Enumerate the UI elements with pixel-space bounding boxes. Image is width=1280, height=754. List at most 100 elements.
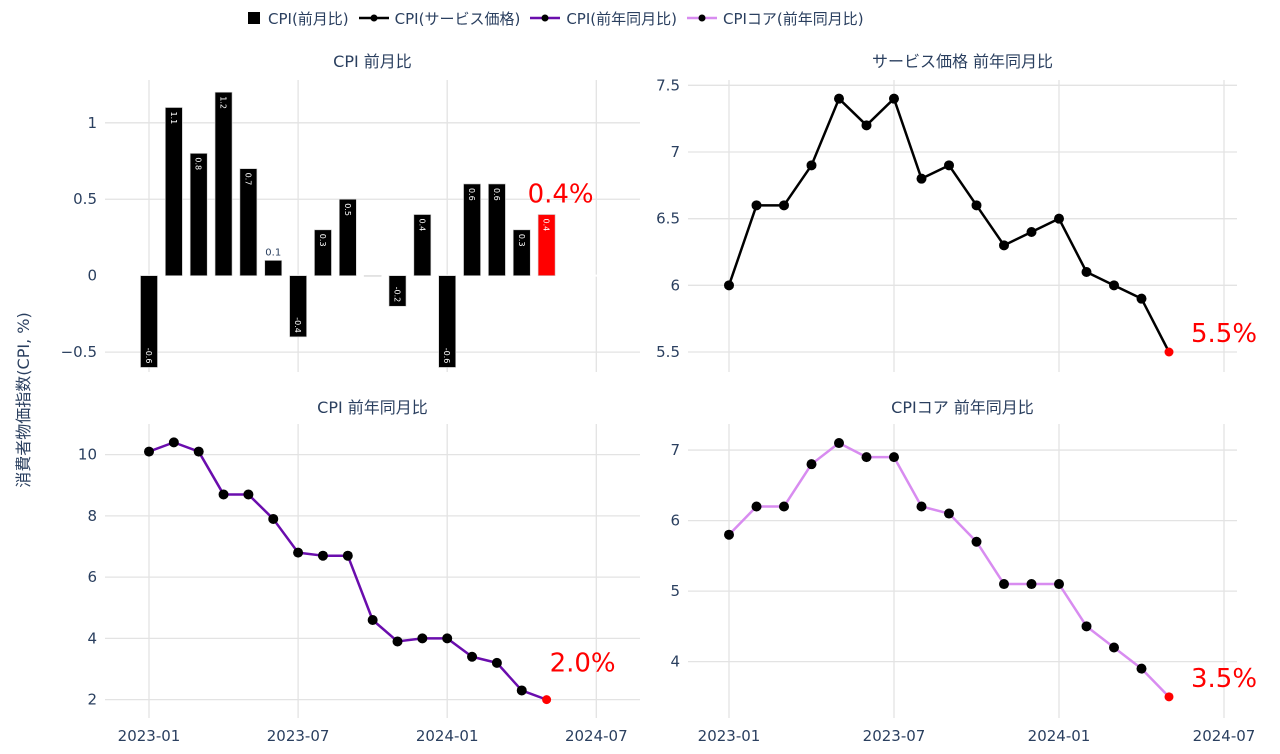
series-line[interactable] xyxy=(148,441,548,701)
data-point-marker[interactable] xyxy=(1081,621,1092,632)
bar[interactable] xyxy=(264,260,283,276)
data-point-marker[interactable] xyxy=(442,633,453,644)
data-point-marker[interactable] xyxy=(806,459,817,470)
data-point-marker[interactable] xyxy=(944,160,954,171)
data-point-marker[interactable] xyxy=(834,93,844,104)
bar[interactable] xyxy=(438,275,457,368)
bar[interactable] xyxy=(214,91,233,276)
data-point-marker[interactable] xyxy=(751,501,762,512)
data-point-marker[interactable] xyxy=(806,160,817,171)
series-line[interactable] xyxy=(727,97,1171,353)
data-point-marker[interactable] xyxy=(834,438,844,449)
data-point-marker[interactable] xyxy=(542,695,552,705)
data-point-marker[interactable] xyxy=(1026,579,1037,590)
bar[interactable] xyxy=(165,107,183,276)
bar-value-label: 0.3 xyxy=(318,234,327,247)
bar-value-label: -0.6 xyxy=(442,348,451,364)
data-point-marker[interactable] xyxy=(889,452,899,463)
x-tick-label: 2024-01 xyxy=(416,727,479,745)
data-point-marker[interactable] xyxy=(1026,227,1037,237)
data-point-marker[interactable] xyxy=(751,200,762,211)
data-point-marker[interactable] xyxy=(218,489,229,500)
data-point-marker[interactable] xyxy=(971,200,982,211)
data-point-marker[interactable] xyxy=(971,536,982,547)
latest-value-annotation: 2.0% xyxy=(550,649,616,679)
data-point-marker[interactable] xyxy=(268,513,279,524)
x-tick-label: 2024-07 xyxy=(565,727,628,745)
y-tick-label: 1 xyxy=(87,114,97,132)
bar[interactable] xyxy=(413,214,432,276)
data-point-marker[interactable] xyxy=(889,93,899,104)
data-point-marker[interactable] xyxy=(168,437,179,448)
legend-item-core-yoy[interactable]: CPIコア(前年同月比) xyxy=(686,8,864,29)
data-point-marker[interactable] xyxy=(916,501,927,512)
y-tick-label: 4 xyxy=(87,629,97,647)
data-point-marker[interactable] xyxy=(293,547,304,558)
bar[interactable] xyxy=(140,275,158,368)
x-tick-label: 2023-01 xyxy=(698,727,761,745)
data-point-marker[interactable] xyxy=(999,240,1009,251)
data-point-marker[interactable] xyxy=(392,636,403,647)
legend-item-cpi-mom[interactable]: CPI(前月比) xyxy=(246,8,349,29)
data-point-marker[interactable] xyxy=(1109,280,1119,291)
data-point-marker[interactable] xyxy=(861,120,872,131)
data-point-marker[interactable] xyxy=(491,657,502,668)
data-point-marker[interactable] xyxy=(861,452,872,463)
data-point-marker[interactable] xyxy=(317,550,328,561)
data-point-marker[interactable] xyxy=(243,489,254,500)
bar[interactable] xyxy=(537,214,556,276)
legend-item-services[interactable]: CPI(サービス価格) xyxy=(358,8,520,29)
y-tick-label: 6 xyxy=(87,568,97,586)
data-point-marker[interactable] xyxy=(944,508,954,519)
bar-value-label: 0.4 xyxy=(542,219,551,232)
data-point-marker[interactable] xyxy=(144,446,154,457)
subplot-title: CPI 前年同月比 xyxy=(317,398,428,417)
bar[interactable] xyxy=(512,229,531,276)
data-point-marker[interactable] xyxy=(1109,642,1119,653)
data-point-marker[interactable] xyxy=(342,550,353,561)
data-point-marker[interactable] xyxy=(516,685,527,696)
data-point-marker[interactable] xyxy=(367,615,378,625)
y-tick-label: 7 xyxy=(670,441,680,459)
bar-value-label: 0.6 xyxy=(492,188,501,201)
data-point-marker[interactable] xyxy=(417,633,428,644)
data-point-marker[interactable] xyxy=(1054,579,1064,590)
bar[interactable] xyxy=(314,229,332,276)
x-tick-label: 2023-07 xyxy=(863,727,926,745)
data-point-marker[interactable] xyxy=(916,173,927,184)
y-tick-label: 7 xyxy=(670,143,680,161)
bar[interactable] xyxy=(289,275,307,338)
y-tick-label: 5 xyxy=(670,582,680,600)
series-line[interactable] xyxy=(728,441,1170,698)
bar[interactable] xyxy=(463,183,481,276)
data-point-marker[interactable] xyxy=(193,446,204,457)
y-tick-label: 10 xyxy=(78,446,97,464)
x-tick-label: 2024-01 xyxy=(1028,727,1091,745)
data-point-marker[interactable] xyxy=(1081,267,1092,277)
bar[interactable] xyxy=(388,275,407,307)
bar[interactable] xyxy=(239,168,258,276)
y-tick-label: 2 xyxy=(87,691,97,709)
data-point-marker[interactable] xyxy=(724,280,734,291)
bar[interactable] xyxy=(189,153,208,276)
data-point-marker[interactable] xyxy=(1164,347,1174,357)
bar[interactable] xyxy=(338,198,357,276)
data-point-marker[interactable] xyxy=(1136,293,1147,304)
data-point-marker[interactable] xyxy=(779,501,789,512)
data-point-marker[interactable] xyxy=(999,579,1009,590)
bar[interactable] xyxy=(488,183,506,276)
bar[interactable] xyxy=(363,275,382,277)
data-point-marker[interactable] xyxy=(467,651,478,662)
data-point-marker[interactable] xyxy=(1164,692,1174,702)
data-point-marker[interactable] xyxy=(1136,663,1147,674)
bar-value-label: 0.1 xyxy=(265,247,281,258)
data-point-marker[interactable] xyxy=(779,200,789,211)
bar-value-label: 0.5 xyxy=(343,203,352,216)
bar-value-label: -0.6 xyxy=(144,348,153,364)
data-point-marker[interactable] xyxy=(724,529,734,540)
data-point-marker[interactable] xyxy=(1054,213,1064,224)
x-tick-label: 2024-07 xyxy=(1193,727,1256,745)
subplot-cpi-yoy: CPI 前年同月比 2 4 6 8 10 2023-01 2023-07 2024-01 2024… xyxy=(78,398,640,745)
legend-item-cpi-yoy[interactable]: CPI(前年同月比) xyxy=(530,8,677,29)
bar-swatch-icon xyxy=(248,12,260,24)
